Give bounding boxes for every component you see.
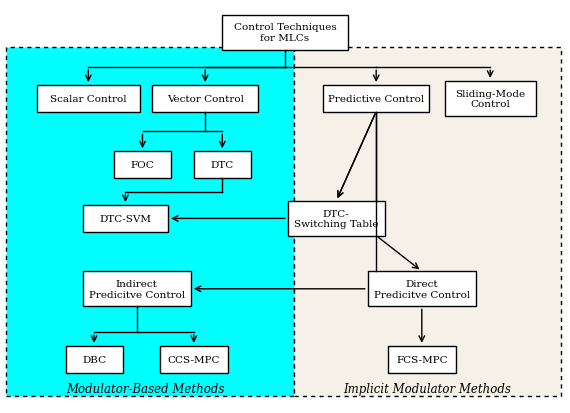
Text: FOC: FOC — [131, 161, 154, 170]
Text: Sliding-Mode
Control: Sliding-Mode Control — [455, 90, 526, 109]
Text: Vector Control: Vector Control — [166, 95, 244, 104]
Text: Control Techniques
for MLCs: Control Techniques for MLCs — [234, 24, 336, 43]
Text: Indirect
Predicitve Control: Indirect Predicitve Control — [89, 280, 185, 299]
Bar — [288, 202, 385, 236]
Text: Implicit Modulator Methods: Implicit Modulator Methods — [344, 382, 511, 395]
Bar — [388, 346, 456, 373]
Bar — [294, 47, 561, 396]
Text: DTC: DTC — [211, 161, 234, 170]
Bar — [222, 15, 348, 50]
Bar — [83, 206, 168, 232]
Bar — [114, 152, 171, 178]
Bar — [445, 82, 536, 116]
Bar — [66, 346, 123, 373]
Text: DTC-SVM: DTC-SVM — [99, 214, 152, 223]
Text: Modulator-Based Methods: Modulator-Based Methods — [66, 382, 225, 395]
Text: CCS-MPC: CCS-MPC — [168, 355, 220, 364]
Bar — [37, 86, 140, 113]
Bar — [83, 272, 191, 306]
Bar — [6, 47, 294, 396]
Text: Direct
Predicitve Control: Direct Predicitve Control — [374, 280, 470, 299]
Bar — [368, 272, 476, 306]
Text: Scalar Control: Scalar Control — [50, 95, 127, 104]
Text: DTC-
Switching Table: DTC- Switching Table — [294, 209, 378, 228]
Bar — [160, 346, 228, 373]
Bar — [194, 152, 251, 178]
Bar — [324, 86, 429, 113]
Text: Predictive Control: Predictive Control — [328, 95, 424, 104]
Text: DBC: DBC — [82, 355, 106, 364]
Bar — [152, 86, 258, 113]
Text: FCS-MPC: FCS-MPC — [396, 355, 447, 364]
